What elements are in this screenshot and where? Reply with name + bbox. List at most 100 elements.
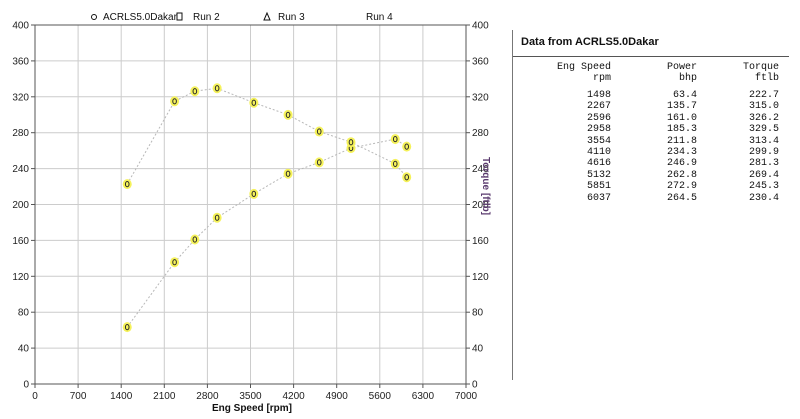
x-tick-label: 700 (70, 391, 87, 402)
cell-eng-speed: 6037 (586, 192, 611, 204)
power-point-highlight (170, 257, 180, 268)
data-table-panel: Data from ACRLS5.0Dakar Eng Speed Power … (512, 30, 789, 380)
cell-eng-speed: 2267 (586, 101, 611, 113)
y-tick-label-left: 200 (12, 200, 29, 211)
cell-torque: 326.2 (748, 112, 779, 124)
power-point (404, 143, 410, 150)
cell-torque: 299.9 (748, 147, 779, 159)
cell-torque: 329.5 (748, 124, 779, 136)
x-tick-label: 5600 (369, 391, 392, 402)
power-point (251, 190, 257, 198)
power-point (172, 259, 177, 266)
torque-point-highlight (314, 126, 324, 137)
cell-power: 262.8 (666, 169, 697, 181)
y-tick-label-right: 320 (472, 92, 489, 103)
table-unit-row: rpm bhp ftlb (529, 73, 779, 84)
table-row: 5132 262.8 269.4 (529, 170, 779, 181)
legend-label-run2: Run 2 (193, 12, 220, 23)
power-point (214, 214, 220, 221)
power-point (124, 323, 130, 331)
y-tick-label-left: 400 (12, 21, 29, 32)
table-divider (513, 56, 789, 57)
torque-point-highlight (190, 86, 200, 97)
cell-power: 161.0 (666, 112, 697, 124)
power-point-highlight (402, 141, 412, 152)
torque-point (392, 160, 398, 167)
power-trend-line (126, 138, 407, 328)
power-point-highlight (249, 188, 259, 199)
chart-axes: 0 700 1400 2100 2800 3500 4200 4900 5600 6300 7000… (12, 21, 489, 403)
trend-lines (126, 87, 408, 328)
dyno-chart: ACRLS5.0Dakar Run 2 Run 3 Run 4 0 700 1400… (12, 11, 491, 414)
cell-eng-speed: 4110 (586, 147, 611, 159)
x-tick-label: 4900 (326, 391, 349, 402)
cell-power: 264.5 (666, 192, 697, 204)
power-point (192, 236, 198, 243)
power-point (285, 170, 291, 177)
cell-eng-speed: 5851 (586, 181, 611, 193)
y-tick-label-right: 160 (472, 236, 489, 247)
torque-point-highlight (249, 97, 259, 108)
unit-ftlb: ftlb (754, 73, 779, 84)
legend-label-run3: Run 3 (278, 12, 305, 23)
cell-torque: 245.3 (748, 181, 779, 193)
y-tick-label-right: 360 (472, 56, 489, 67)
cell-power: 135.7 (666, 101, 697, 113)
chart-legend: ACRLS5.0Dakar Run 2 Run 3 Run 4 (91, 11, 393, 23)
torque-point (285, 111, 291, 118)
cell-power: 272.9 (666, 181, 697, 193)
power-point-highlight (390, 134, 400, 145)
power-point (392, 135, 398, 143)
power-point (316, 159, 322, 166)
y-tick-label-left: 280 (12, 128, 29, 139)
cell-eng-speed: 2596 (586, 112, 611, 124)
power-point-highlight (190, 234, 200, 245)
x-tick-label: 2100 (153, 391, 176, 402)
header-torque: Torque (742, 62, 779, 73)
cell-torque: 315.0 (748, 101, 779, 113)
torque-point (251, 99, 257, 106)
y-tick-label-left: 120 (12, 272, 29, 283)
table-header-row: Eng Speed Power Torque (529, 62, 779, 73)
torque-point-highlight (283, 109, 293, 120)
cell-power: 63.4 (672, 90, 697, 101)
chart-grid (35, 25, 466, 384)
cell-power: 246.9 (666, 158, 697, 170)
data-points (122, 83, 412, 333)
cell-torque: 313.4 (748, 135, 779, 147)
cell-torque: 222.7 (748, 90, 779, 101)
x-tick-label: 7000 (455, 391, 478, 402)
table-row: 5851 272.9 245.3 (529, 181, 779, 192)
y-tick-label-left: 320 (12, 92, 29, 103)
torque-point (172, 98, 177, 105)
y-tick-label-left: 40 (18, 344, 30, 355)
legend-marker-acrls (91, 14, 97, 20)
torque-point-highlight (346, 137, 356, 148)
power-point-highlight (314, 157, 324, 168)
torque-point (214, 85, 220, 92)
power-point-highlight (212, 212, 222, 223)
x-tick-label: 6300 (412, 391, 435, 402)
cell-eng-speed: 4616 (586, 158, 611, 170)
table-row: 2958 185.3 329.5 (529, 124, 779, 135)
cell-torque: 269.4 (748, 169, 779, 181)
y-tick-label-right: 400 (472, 21, 489, 32)
y-tick-label-right: 0 (472, 380, 478, 391)
unit-bhp: bhp (678, 73, 697, 84)
table-row: 1498 63.4 222.7 (529, 90, 779, 101)
y-tick-label-right: 280 (472, 128, 489, 139)
cell-torque: 230.4 (748, 192, 779, 204)
cell-power: 211.8 (666, 135, 697, 147)
header-power: Power (666, 62, 697, 73)
legend-label-run4: Run 4 (366, 12, 393, 23)
table-row: 4616 246.9 281.3 (529, 158, 779, 169)
torque-point (348, 139, 354, 146)
table-row: 3554 211.8 313.4 (529, 136, 779, 147)
torque-point-highlight (390, 158, 400, 169)
y-tick-label-left: 0 (23, 380, 29, 391)
header-eng-speed: Eng Speed (556, 62, 611, 73)
y-tick-label-left: 240 (12, 164, 29, 175)
y-tick-label-left: 80 (18, 308, 30, 319)
x-tick-label: 1400 (110, 391, 133, 402)
cell-torque: 281.3 (748, 158, 779, 170)
